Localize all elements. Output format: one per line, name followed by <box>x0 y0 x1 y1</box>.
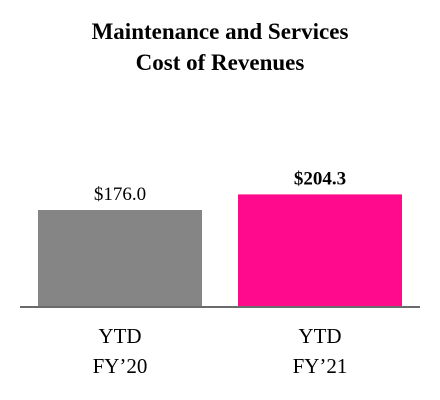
chart-title-line-1: Maintenance and Services <box>91 19 349 44</box>
bar-2 <box>238 194 402 307</box>
value-label-2: $204.3 <box>294 168 346 189</box>
chart-title-line-2: Cost of Revenues <box>135 50 305 75</box>
value-label-1: $176.0 <box>94 184 146 205</box>
category-label-2-line-2: FY’21 <box>293 354 348 378</box>
category-label-1-line-1: YTD <box>98 324 141 348</box>
category-label-1-line-2: FY’20 <box>93 354 148 378</box>
bar-1 <box>38 210 202 307</box>
category-label-2-line-1: YTD <box>298 324 341 348</box>
